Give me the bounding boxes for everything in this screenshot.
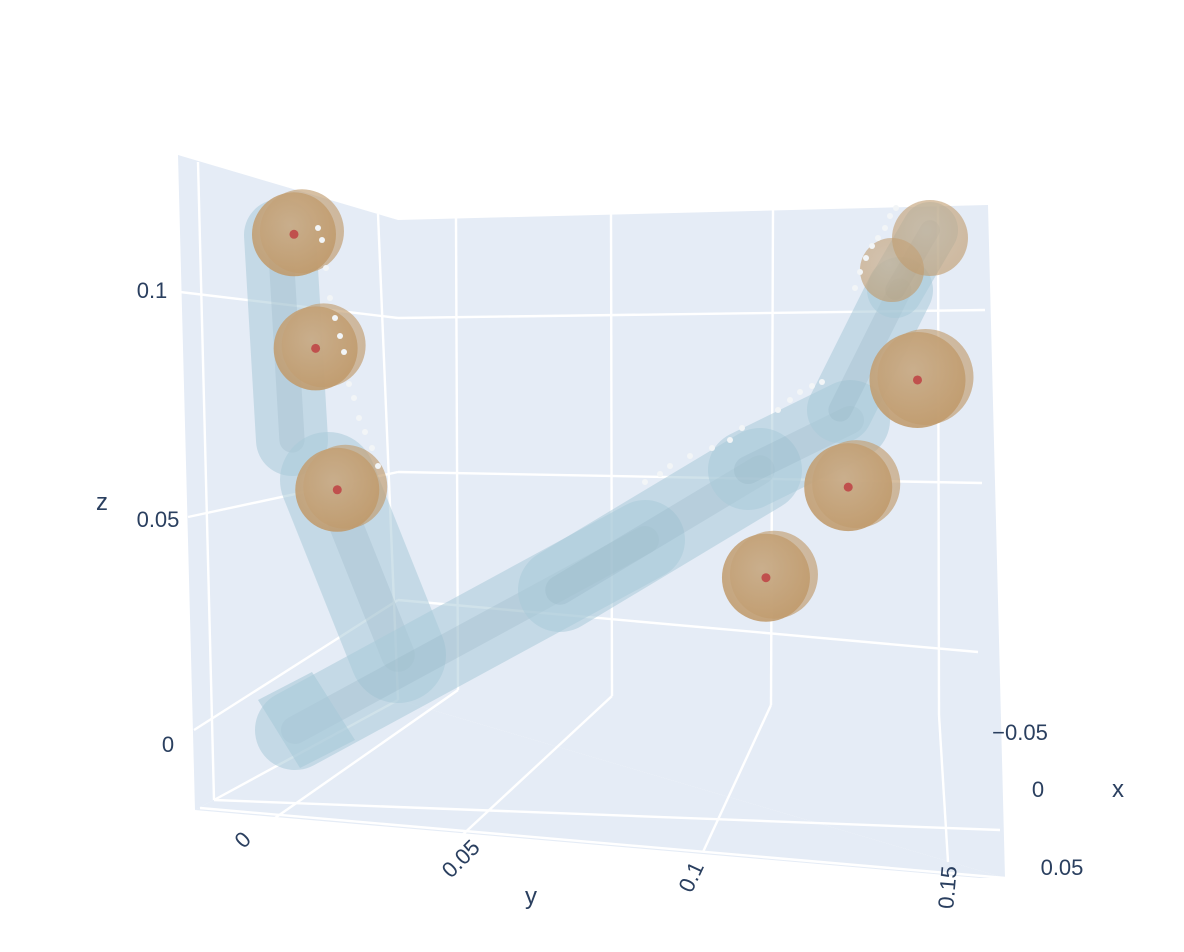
surface-point-13 [739,425,745,431]
z-tick-1: 0.05 [137,507,180,532]
grid-line-13 [274,689,459,819]
surface-point-10 [362,429,368,435]
y-tick-2: 0.1 [673,858,709,896]
surface-point-32 [852,285,858,291]
grid-line-14 [457,695,613,840]
grid-line-1 [609,212,614,697]
surface-point-29 [887,213,893,219]
grid-line-16 [937,714,950,863]
y-tick-3: 0.15 [933,865,962,910]
surface-point-6 [341,349,347,355]
z-tick-0: 0 [162,732,174,757]
surface-point-11 [369,445,375,451]
surface-point-30 [893,205,899,211]
surface-point-18 [657,471,663,477]
sphere-center-1 [311,343,321,353]
surface-point-22 [797,389,803,395]
sphere-center-2 [332,485,342,495]
grid-line-18 [199,806,1006,880]
surface-point-16 [687,453,693,459]
y-tick-1: 0.05 [437,835,485,883]
surface-point-28 [882,225,888,231]
y-axis-title: y [525,883,537,910]
tick-labels: 0 0.05 0.1 0 0.05 0.1 0.15 −0.05 0 0.05 [137,278,1084,910]
sphere-center-4 [843,482,853,492]
grid-line-15 [701,704,773,853]
surface-point-24 [819,379,825,385]
z-axis-title: z [96,489,108,516]
surface-point-8 [351,395,357,401]
surface-point-3 [327,295,333,301]
surface-points [315,205,899,485]
surface-point-15 [709,445,715,451]
surface-point-14 [727,437,733,443]
z-tick-2: 0.1 [137,278,168,303]
surface-point-23 [809,383,815,389]
tip-sphere-1 [892,200,968,276]
x-tick-1: 0 [1032,777,1044,802]
grid-line-3 [936,205,941,716]
sphere-center-5 [913,375,922,385]
surface-point-1 [319,237,325,243]
surface-point-20 [775,407,781,413]
surface-point-25 [863,255,869,261]
surface-point-7 [346,381,352,387]
sphere-center-3 [761,573,771,583]
x-tick-0: −0.05 [992,720,1048,745]
surface-point-2 [323,265,329,271]
floor-plane [195,700,1005,878]
surface-point-0 [315,225,321,231]
y-tick-0: 0 [230,827,256,853]
surface-point-12 [375,463,381,469]
surface-point-26 [869,243,875,249]
surface-point-31 [857,269,863,275]
base-block [258,672,355,768]
surface-point-5 [337,333,343,339]
surface-point-17 [667,463,673,469]
surface-point-27 [875,235,881,241]
x-axis-title: x [1112,776,1124,803]
surface-point-19 [642,479,648,485]
surface-point-4 [332,315,338,321]
grid-line-7 [196,161,216,801]
collision-spheres [251,189,974,622]
x-tick-2: 0.05 [1041,855,1084,880]
sphere-center-0 [289,229,299,239]
grid-line-17 [213,798,1001,832]
surface-point-9 [356,415,362,421]
surface-point-21 [787,397,793,403]
